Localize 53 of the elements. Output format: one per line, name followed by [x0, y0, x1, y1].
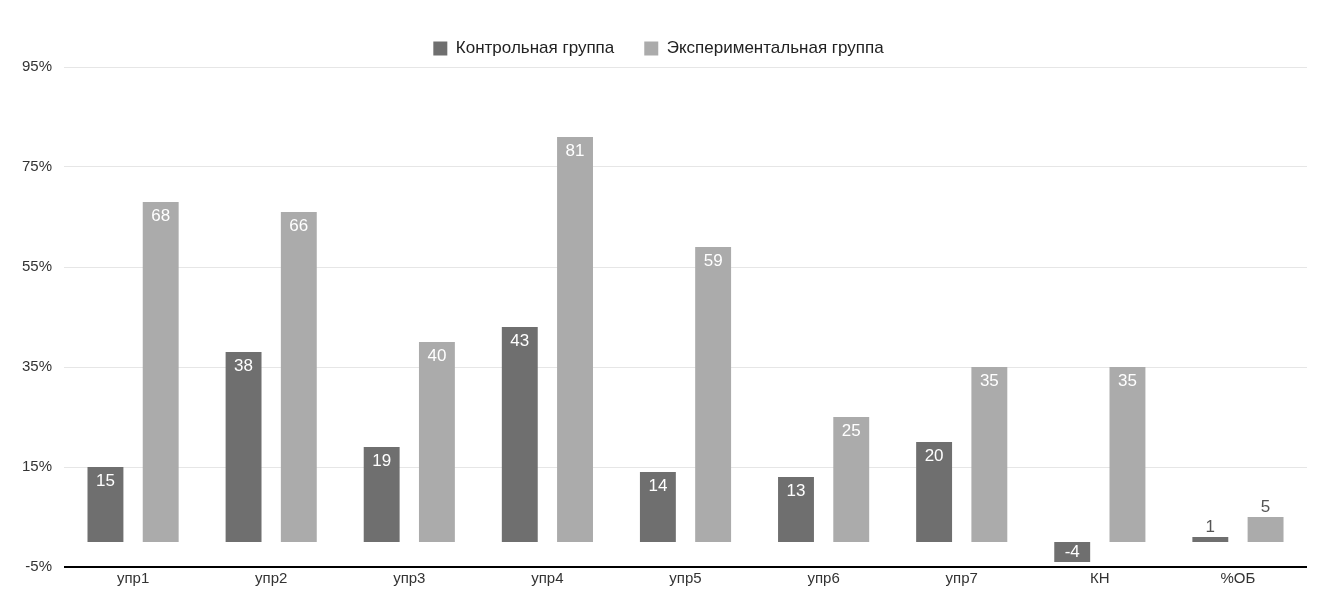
x-tick-label: %ОБ [1220, 569, 1256, 587]
bar [418, 342, 455, 542]
data-label: 19 [372, 450, 392, 470]
bar [557, 137, 593, 542]
data-label: 35 [1118, 370, 1137, 390]
x-tick-label: упр6 [807, 569, 840, 587]
data-label: 1 [1205, 516, 1216, 536]
bar [916, 442, 953, 542]
bar [225, 352, 262, 542]
data-label: 14 [648, 475, 668, 495]
bar [971, 367, 1008, 542]
data-label: 40 [427, 345, 447, 365]
x-tick-label: КН [1090, 569, 1110, 587]
y-tick-label: 55% [21, 257, 53, 275]
bar [142, 202, 179, 542]
bar [1054, 542, 1091, 562]
bar [639, 472, 676, 542]
y-tick-label: 35% [21, 357, 53, 375]
x-tick-label: упр2 [255, 569, 288, 587]
data-label: 66 [289, 215, 309, 235]
data-label: 13 [786, 480, 806, 500]
legend-label: Экспериментальная группа [666, 38, 885, 58]
y-tick-label: 75% [21, 157, 53, 175]
x-tick-label: упр4 [531, 569, 564, 587]
y-tick-label: 15% [21, 457, 53, 475]
data-label: 38 [234, 355, 254, 375]
bar [833, 417, 870, 542]
bar [695, 247, 732, 542]
data-label: 25 [841, 420, 861, 440]
bar [1247, 517, 1284, 542]
data-label: 15 [95, 470, 115, 490]
bar [778, 477, 814, 542]
bar [501, 327, 538, 542]
data-label: 20 [924, 445, 944, 465]
legend-label: Контрольная группа [455, 38, 615, 58]
bar [1192, 537, 1229, 542]
x-tick-label: упр5 [669, 569, 702, 587]
data-label: 35 [979, 370, 999, 390]
bar [1109, 367, 1146, 542]
data-label: 5 [1260, 496, 1271, 516]
x-tick-label: упр3 [393, 569, 426, 587]
bar [87, 467, 124, 542]
x-tick-label: упр1 [116, 569, 150, 587]
x-tick-label: упр7 [945, 569, 978, 587]
y-tick-label: 95% [21, 57, 53, 75]
data-label: 43 [510, 330, 530, 350]
data-label: 59 [703, 250, 723, 270]
bar [280, 212, 317, 542]
data-label: -4 [1064, 541, 1080, 561]
bar [363, 447, 400, 542]
data-label: 81 [565, 140, 585, 160]
data-label: 68 [151, 205, 171, 225]
y-tick-label: -5% [25, 557, 53, 575]
